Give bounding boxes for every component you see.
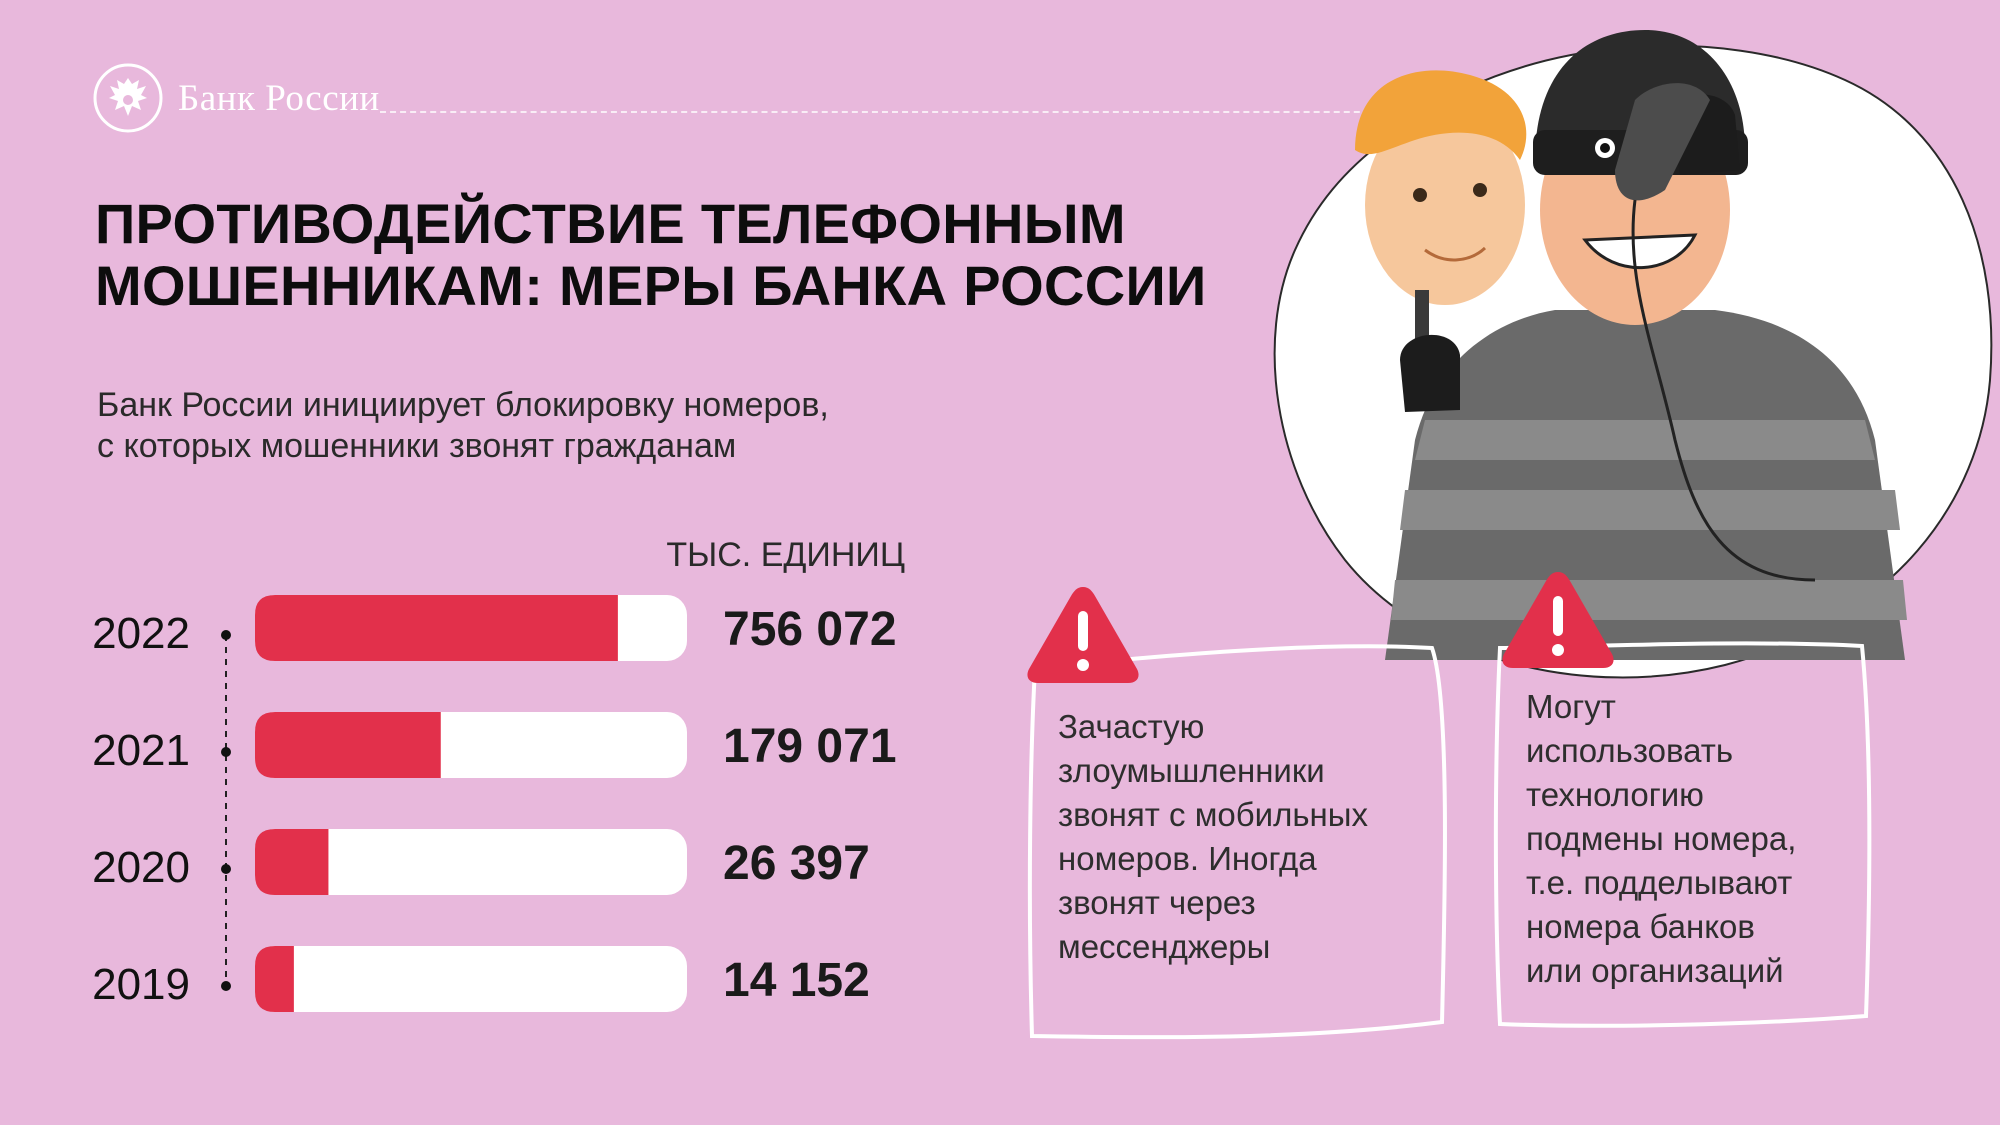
page-title: ПРОТИВОДЕЙСТВИЕ ТЕЛЕФОННЫМ МОШЕННИКАМ: М… [95,193,1345,317]
bar-fill [255,595,618,661]
header-divider [380,111,1410,113]
value-label: 179 071 [723,720,897,773]
eagle-emblem-icon [93,63,163,133]
card-line: номера банков [1526,908,1755,945]
blocked-numbers-bar-chart: ТЫС. ЕДИНИЦ 2022 756 072 2021 179 071 2020 26 … [92,536,905,1012]
bar-fill [255,946,294,1012]
fraudster-illustration [1273,30,1993,679]
value-label: 756 072 [723,603,897,656]
unit-label: ТЫС. ЕДИНИЦ [666,536,905,574]
card-line: номеров. Иногда [1058,840,1317,877]
card-line: звонят с мобильных [1058,796,1368,833]
subtitle-line-2: с которых мошенники звонят гражданам [97,427,737,465]
card-line: или организаций [1526,952,1784,989]
warning-card-mobile-numbers: Зачастую злоумышленники звонят с мобильн… [1058,705,1418,969]
bar-fill [255,712,441,778]
value-label: 14 152 [723,954,870,1007]
bar-track [255,829,687,895]
bar-fill [255,829,329,895]
brand-logo: Банк России [92,62,380,134]
bar-track [255,946,687,1012]
value-label: 26 397 [723,837,870,890]
card-line: т.е. подделывают [1526,864,1793,901]
card-line: звонят через [1058,884,1256,921]
card-line: подмены номера, [1526,820,1797,857]
timeline-dot [221,630,231,640]
card-line: Зачастую [1058,708,1205,745]
card-line: злоумышленники [1058,752,1325,789]
card-line: мессенджеры [1058,928,1271,965]
year-label: 2022 [92,609,190,658]
card-line: технологию [1526,776,1704,813]
timeline-dot [221,747,231,757]
warning-triangle-icon [1502,572,1614,668]
brand-name: Банк России [178,77,380,119]
year-label: 2019 [92,960,190,1009]
card-line: Могут [1526,688,1616,725]
warning-triangle-icon [1027,587,1139,683]
year-label: 2021 [92,726,190,775]
timeline-dot [221,981,231,991]
warning-card-number-spoofing: Могут использовать технологию подмены но… [1526,685,1866,993]
title-line-2: МОШЕННИКАМ: МЕРЫ БАНКА РОССИИ [95,254,1207,317]
subtitle: Банк России инициирует блокировку номеро… [97,385,997,467]
timeline-dot [221,864,231,874]
subtitle-line-1: Банк России инициирует блокировку номеро… [97,386,829,424]
card-line: использовать [1526,732,1734,769]
year-label: 2020 [92,843,190,892]
title-line-1: ПРОТИВОДЕЙСТВИЕ ТЕЛЕФОННЫМ [95,192,1126,255]
